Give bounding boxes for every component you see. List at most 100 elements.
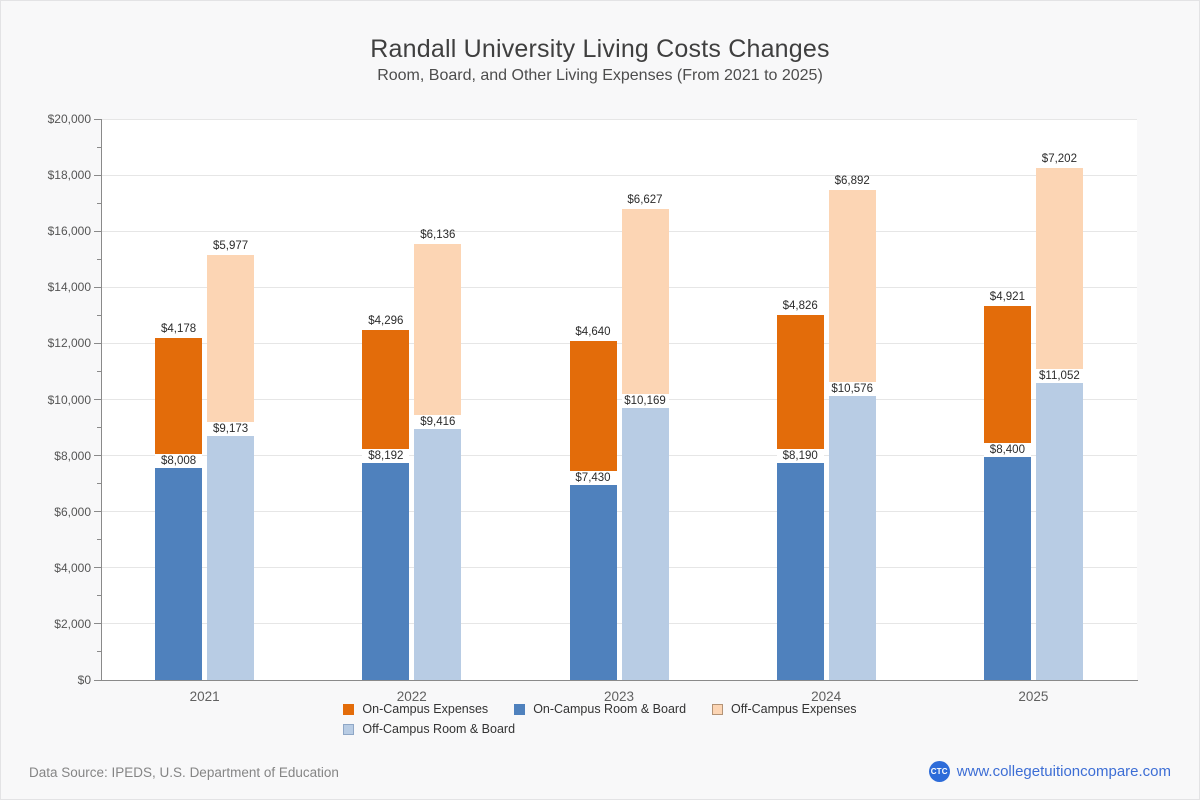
y-axis-minor-tick	[97, 539, 101, 541]
bar-segment-off-campus-expenses[interactable]	[207, 255, 255, 423]
bar-segment-off-campus-room-board[interactable]	[1035, 369, 1083, 680]
y-axis-minor-tick	[97, 202, 101, 204]
value-label: $6,627	[627, 193, 663, 206]
y-axis-minor-tick	[97, 427, 101, 429]
y-axis-minor-tick	[97, 483, 101, 485]
value-label: $11,052	[1035, 368, 1083, 383]
value-label: $5,977	[213, 240, 249, 253]
x-axis-label: 2025	[1018, 689, 1049, 704]
gridline	[101, 174, 1137, 176]
ctc-logo-icon: CTC	[928, 761, 950, 782]
value-label: $4,921	[989, 291, 1025, 304]
bar-segment-on-campus-room-board[interactable]	[776, 450, 824, 680]
bar-segment-on-campus-room-board[interactable]	[983, 444, 1031, 680]
data-source-text: Data Source: IPEDS, U.S. Department of E…	[29, 765, 339, 780]
bar-segment-on-campus-expenses[interactable]	[362, 329, 410, 451]
gridline	[101, 286, 1137, 288]
bar-segment-off-campus-expenses[interactable]	[414, 243, 462, 416]
value-label: $8,400	[983, 443, 1031, 458]
legend-marker-icon	[712, 703, 724, 715]
gridline	[101, 342, 1137, 344]
bar-segment-on-campus-expenses[interactable]	[776, 314, 824, 451]
bar-segment-off-campus-room-board[interactable]	[414, 415, 462, 680]
legend-item-on-campus-expenses[interactable]: On-Campus Expenses	[343, 702, 488, 716]
bar-segment-off-campus-room-board[interactable]	[828, 383, 876, 680]
y-axis-label: $4,000	[54, 560, 91, 575]
bar-segment-off-campus-room-board[interactable]	[621, 394, 669, 680]
y-axis-tick	[94, 118, 101, 120]
bar-segment-on-campus-room-board[interactable]	[155, 455, 203, 680]
bar-segment-off-campus-room-board[interactable]	[207, 422, 255, 680]
y-axis-label: $0	[77, 673, 91, 687]
bar-segment-on-campus-expenses[interactable]	[155, 338, 203, 456]
bar-segment-on-campus-expenses[interactable]	[983, 306, 1031, 445]
legend-marker-icon	[343, 703, 355, 715]
chart-legend: On-Campus Expenses On-Campus Room & Board…	[1, 702, 1199, 742]
x-axis-label: 2022	[396, 689, 427, 704]
x-axis-label: 2023	[603, 689, 635, 704]
y-axis-label: $16,000	[47, 224, 91, 239]
bar-segment-off-campus-expenses[interactable]	[828, 190, 876, 384]
y-axis-label: $2,000	[54, 616, 91, 631]
legend-label: On-Campus Expenses	[362, 702, 489, 716]
legend-label: On-Campus Room & Board	[533, 702, 687, 716]
y-axis-tick	[94, 230, 101, 232]
gridline	[101, 230, 1137, 232]
y-axis-tick	[94, 567, 101, 569]
site-link[interactable]: CTC www.collegetuitioncompare.com	[928, 761, 1171, 782]
y-axis-tick	[94, 399, 101, 400]
x-axis-line	[101, 680, 1138, 681]
gridline	[101, 623, 1137, 625]
value-label: $9,173	[207, 421, 255, 436]
value-label: $4,826	[782, 299, 818, 312]
bar-segment-on-campus-expenses[interactable]	[569, 341, 617, 472]
legend-row: On-Campus Expenses On-Campus Room & Board…	[343, 702, 857, 716]
bar-segment-off-campus-expenses[interactable]	[621, 208, 669, 395]
gridline	[101, 511, 1137, 513]
legend-label: Off-Campus Expenses	[731, 702, 857, 716]
y-axis-tick	[94, 623, 101, 625]
value-label: $8,190	[776, 449, 824, 464]
value-label: $8,192	[362, 449, 410, 464]
legend-item-off-campus-room-board[interactable]: Off-Campus Room & Board	[343, 722, 515, 736]
y-axis-minor-tick	[97, 146, 101, 148]
legend-item-off-campus-expenses[interactable]: Off-Campus Expenses	[712, 702, 857, 716]
gridline	[101, 118, 1137, 120]
legend-marker-icon	[343, 723, 355, 735]
value-label: $9,416	[414, 414, 462, 429]
value-label: $6,136	[420, 228, 456, 241]
legend-label: Off-Campus Room & Board	[362, 722, 516, 736]
chart-subtitle: Room, Board, and Other Living Expenses (…	[377, 67, 823, 84]
legend-row: Off-Campus Room & Board	[343, 722, 856, 736]
y-axis-label: $14,000	[47, 280, 91, 295]
value-label: $4,178	[161, 323, 197, 336]
value-label: $7,202	[1041, 152, 1077, 165]
gridline	[101, 567, 1137, 569]
gridline	[101, 455, 1137, 457]
value-label: $8,008	[155, 454, 203, 469]
y-axis-tick	[94, 455, 101, 457]
bar-segment-on-campus-room-board[interactable]	[362, 450, 410, 680]
bar-segment-on-campus-room-board[interactable]	[569, 471, 617, 680]
y-axis-line	[101, 119, 102, 680]
y-axis-label: $10,000	[47, 392, 91, 407]
y-axis-minor-tick	[97, 370, 101, 372]
legend-item-on-campus-room-board[interactable]: On-Campus Room & Board	[514, 702, 686, 716]
y-axis-label: $20,000	[47, 112, 91, 126]
value-label: $7,430	[569, 470, 617, 485]
y-axis-minor-tick	[97, 651, 101, 653]
x-axis-label: 2024	[811, 689, 842, 704]
y-axis-minor-tick	[97, 258, 101, 260]
bar-segment-off-campus-expenses[interactable]	[1035, 167, 1083, 370]
value-label: $10,169	[621, 393, 669, 408]
site-url-text: www.collegetuitioncompare.com	[956, 763, 1171, 780]
y-axis-minor-tick	[97, 314, 101, 316]
y-axis-label: $6,000	[54, 504, 91, 519]
y-axis-label: $18,000	[47, 168, 91, 183]
value-label: $6,892	[834, 175, 870, 188]
x-axis-label: 2021	[189, 689, 220, 704]
y-axis-tick	[94, 511, 101, 513]
chart-title: Randall University Living Costs Changes	[370, 35, 830, 63]
value-label: $10,576	[828, 382, 876, 397]
